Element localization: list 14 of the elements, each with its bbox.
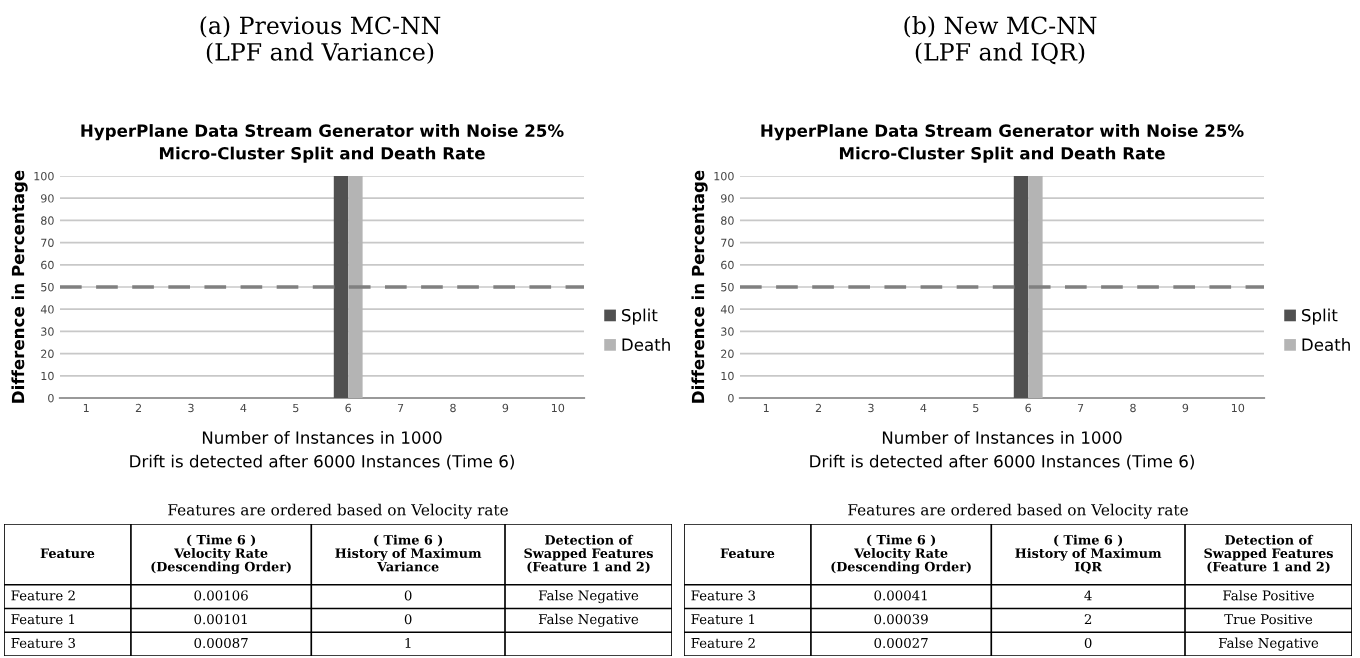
chart-title: (a) Previous MC-NN (LPF and Variance) — [200, 16, 441, 65]
legend-label: Death — [622, 338, 670, 351]
y-axis-title: Difference in Percentage — [691, 170, 708, 403]
chart-subtitle: HyperPlane Data Stream Generator with Noise 25% Micro-Cluster Split and Death Rate — [81, 124, 564, 163]
x-axis-title: Number of Instances in 1000 — [202, 430, 442, 444]
chart-title: (b) New MC-NN (LPF and IQR) — [904, 16, 1097, 65]
x-axis-title: Number of Instances in 1000 — [882, 430, 1122, 444]
chart-subtitle: HyperPlane Data Stream Generator with Noise 25% Micro-Cluster Split and Death Rate — [761, 124, 1244, 163]
legend-label: Split — [1302, 308, 1338, 325]
legend-label: Death — [1302, 338, 1350, 351]
text: Drift is detected after 6000 Instances (Time 6) — [130, 454, 514, 470]
y-axis-title: Difference in Percentage — [11, 170, 28, 403]
legend-label: Split — [622, 308, 658, 325]
text: Drift is detected after 6000 Instances (Time 6) — [810, 454, 1194, 470]
